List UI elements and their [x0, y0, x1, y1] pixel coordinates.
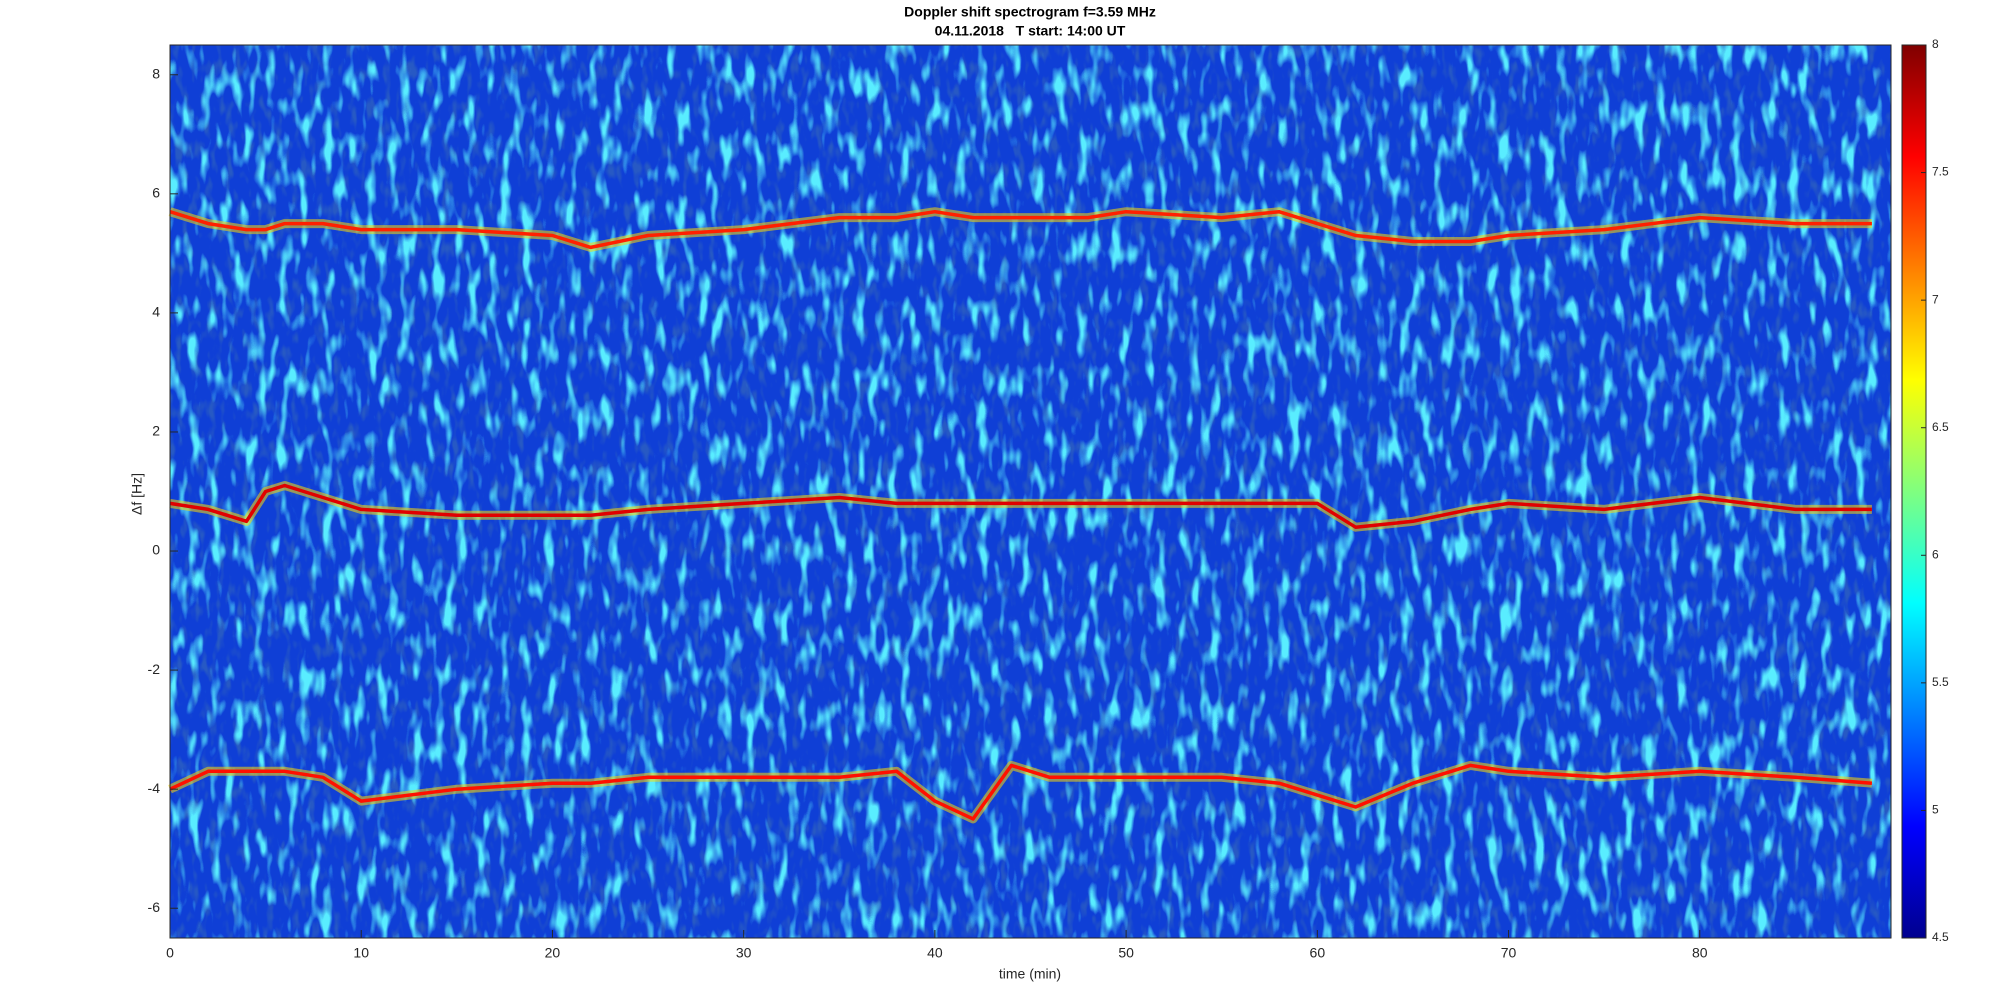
- y-tick-label: 4: [152, 304, 160, 320]
- x-tick-label: 20: [545, 945, 561, 961]
- x-tick-label: 50: [1118, 945, 1134, 961]
- y-tick-label: 2: [152, 423, 160, 439]
- colorbar-tick-label: 6: [1932, 547, 1939, 561]
- y-tick-label: 0: [152, 542, 160, 558]
- colorbar: [1901, 44, 1927, 939]
- y-tick-label: -2: [148, 661, 161, 677]
- plot-background: [170, 45, 1891, 938]
- x-tick-label: 80: [1692, 945, 1708, 961]
- x-tick-label: 0: [166, 945, 174, 961]
- x-tick-label: 70: [1501, 945, 1517, 961]
- x-tick-label: 60: [1310, 945, 1326, 961]
- trace-line: [169, 483, 1872, 529]
- chart-title: Doppler shift spectrogram f=3.59 MHz: [904, 4, 1156, 20]
- colorbar-tick-label: 5.5: [1932, 675, 1949, 689]
- colorbar-tick-label: 8: [1932, 37, 1939, 51]
- y-tick-label: -6: [148, 899, 161, 915]
- x-tick-label: 40: [927, 945, 943, 961]
- x-tick-label: 10: [353, 945, 369, 961]
- colorbar-tick-label: 5: [1932, 803, 1939, 817]
- colorbar-tick-label: 4.5: [1932, 930, 1949, 944]
- y-tick-label: 6: [152, 185, 160, 201]
- x-axis-label: time (min): [999, 966, 1061, 982]
- colorbar-tick-label: 7: [1932, 292, 1939, 306]
- y-axis-label: Δf [Hz]: [129, 473, 145, 515]
- plot-frame: [169, 44, 1892, 939]
- trace-line: [169, 209, 1872, 250]
- colorbar-tick-label: 6.5: [1932, 420, 1949, 434]
- y-tick-label: -4: [148, 780, 161, 796]
- chart-subtitle: 04.11.2018 T start: 14:00 UT: [935, 23, 1126, 39]
- trace-line: [169, 763, 1873, 821]
- x-tick-label: 30: [736, 945, 752, 961]
- colorbar-tick-label: 7.5: [1932, 165, 1949, 179]
- y-tick-label: 8: [152, 65, 160, 81]
